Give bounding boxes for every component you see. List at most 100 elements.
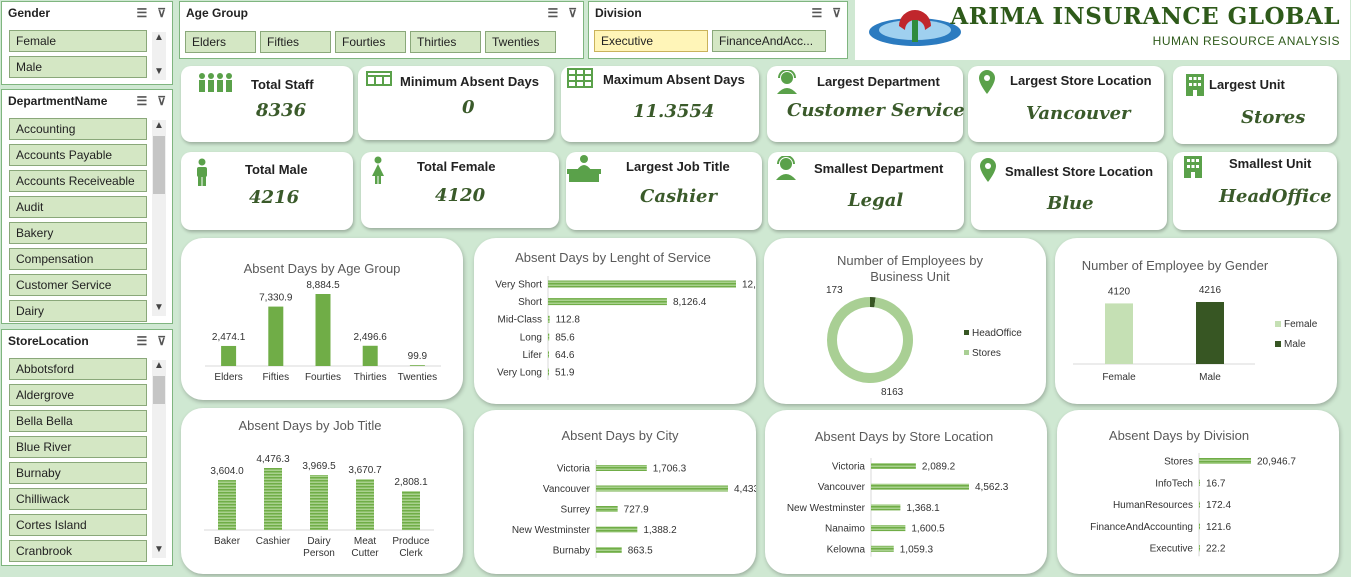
age-group-item[interactable]: Twenties — [485, 31, 556, 53]
category-label: New Westminster — [787, 503, 866, 514]
bar — [268, 306, 284, 366]
bar — [548, 280, 736, 288]
data-label: 1,600.5 — [911, 524, 945, 535]
age-group-item[interactable]: Fourties — [335, 31, 406, 53]
data-label: 8163 — [881, 387, 904, 398]
calendar-icon — [366, 70, 392, 91]
data-label: 8,884.5 — [306, 280, 340, 291]
category-label: Very Short — [495, 280, 542, 291]
bar — [315, 294, 331, 366]
department-item[interactable]: Accounting — [9, 118, 147, 140]
data-label: 3,604.0 — [210, 466, 244, 477]
age-group-item[interactable]: Fifties — [260, 31, 331, 53]
clear-filter-icon[interactable]: ⊽ — [568, 6, 577, 20]
scroll-up-icon[interactable]: ▲ — [154, 360, 164, 371]
data-label: 3,969.5 — [302, 461, 336, 472]
store-scrollbar[interactable]: ▲ ▼ — [152, 360, 166, 558]
kpi-value: Cashier — [640, 186, 717, 207]
data-label: 1,388.2 — [643, 525, 677, 536]
division-slicer: Division ☰ ⊽ Executive FinanceAndAcc... — [588, 1, 848, 59]
category-label: Female — [1102, 372, 1136, 383]
category-label: Very Long — [497, 368, 542, 379]
data-label: 863.5 — [628, 546, 653, 557]
chart-title: Absent Days by Job Title — [238, 418, 381, 433]
department-item[interactable]: Accounts Payable — [9, 144, 147, 166]
bar — [596, 506, 618, 512]
multiselect-icon[interactable]: ☰ — [547, 6, 559, 20]
department-item[interactable]: Compensation — [9, 248, 147, 270]
bar — [1105, 303, 1133, 364]
headset-icon — [772, 155, 800, 185]
multiselect-icon[interactable]: ☰ — [811, 6, 823, 20]
chart-title: Absent Days by City — [561, 428, 679, 443]
department-scrollbar[interactable]: ▲ ▼ — [152, 120, 166, 316]
location-pin-icon — [978, 70, 996, 99]
multiselect-icon[interactable]: ☰ — [136, 6, 148, 20]
department-item[interactable]: Customer Service — [9, 274, 147, 296]
store-item[interactable]: Chilliwack — [9, 488, 147, 510]
category-label: Clerk — [399, 548, 423, 559]
clear-filter-icon[interactable]: ⊽ — [157, 94, 166, 108]
female-icon — [369, 156, 387, 189]
building-icon — [1183, 154, 1203, 183]
department-item[interactable]: Accounts Receiveable — [9, 170, 147, 192]
data-label: 4,562.3 — [975, 482, 1009, 493]
store-item[interactable]: Bella Bella — [9, 410, 147, 432]
bar — [548, 315, 550, 323]
brand-subtitle: HUMAN RESOURCE ANALYSIS — [1152, 34, 1340, 48]
gender-slicer: Gender ☰ ⊽ Female Male ▲ ▼ — [1, 1, 173, 85]
legend-label: HeadOffice — [972, 328, 1022, 339]
clear-filter-icon[interactable]: ⊽ — [832, 6, 841, 20]
store-item[interactable]: Abbotsford — [9, 358, 147, 380]
store-item[interactable]: Burnaby — [9, 462, 147, 484]
clear-filter-icon[interactable]: ⊽ — [157, 6, 166, 20]
building-icon — [1185, 72, 1205, 101]
chart-age-group: Absent Days by Age Group 2,474.1 Elders 7,3… — [181, 238, 463, 400]
scroll-up-icon[interactable]: ▲ — [154, 32, 164, 43]
category-label: Stores — [1164, 457, 1193, 468]
category-label: Short — [518, 297, 542, 308]
chart-title: Absent Days by Division — [1109, 428, 1249, 443]
people-icon — [197, 72, 233, 99]
bar — [1199, 501, 1200, 508]
store-item[interactable]: Cortes Island — [9, 514, 147, 536]
multiselect-icon[interactable]: ☰ — [136, 94, 148, 108]
data-label: 1,706.3 — [653, 464, 687, 475]
scroll-thumb[interactable] — [153, 376, 165, 404]
kpi-value: Blue — [1047, 193, 1094, 214]
store-item[interactable]: Cranbrook — [9, 540, 147, 562]
category-label: Dairy — [307, 536, 330, 547]
data-label: 3,670.7 — [348, 465, 382, 476]
gender-item[interactable]: Female — [9, 30, 147, 52]
bar — [871, 545, 894, 552]
kpi-card: Total Staff 8336 — [181, 66, 353, 142]
store-item[interactable]: Blue River — [9, 436, 147, 458]
scroll-up-icon[interactable]: ▲ — [154, 120, 164, 131]
scroll-down-icon[interactable]: ▼ — [154, 302, 164, 313]
data-label: 12,844.7 — [742, 280, 756, 291]
department-item[interactable]: Audit — [9, 196, 147, 218]
department-item[interactable]: Dairy — [9, 300, 147, 322]
scroll-down-icon[interactable]: ▼ — [154, 544, 164, 555]
age-group-item[interactable]: Elders — [185, 31, 256, 53]
chart-division: Absent Days by Division Stores 20,946.7 Inf… — [1057, 410, 1339, 574]
data-label: 16.7 — [1206, 478, 1226, 489]
division-item-selected[interactable]: Executive — [594, 30, 708, 52]
bar — [218, 480, 236, 530]
department-item[interactable]: Bakery — [9, 222, 147, 244]
bar — [356, 479, 374, 530]
age-group-item[interactable]: Thirties — [410, 31, 481, 53]
clear-filter-icon[interactable]: ⊽ — [157, 334, 166, 348]
scroll-thumb[interactable] — [153, 136, 165, 194]
multiselect-icon[interactable]: ☰ — [136, 334, 148, 348]
legend-swatch — [1275, 341, 1281, 347]
gender-scrollbar[interactable]: ▲ ▼ — [152, 32, 166, 80]
bar — [362, 345, 378, 366]
kpi-value: Stores — [1241, 107, 1306, 128]
store-item[interactable]: Aldergrove — [9, 384, 147, 406]
bar — [596, 465, 647, 471]
store-slicer-title: StoreLocation — [8, 334, 89, 348]
gender-item[interactable]: Male — [9, 56, 147, 78]
scroll-down-icon[interactable]: ▼ — [154, 66, 164, 77]
division-item[interactable]: FinanceAndAcc... — [712, 30, 826, 52]
